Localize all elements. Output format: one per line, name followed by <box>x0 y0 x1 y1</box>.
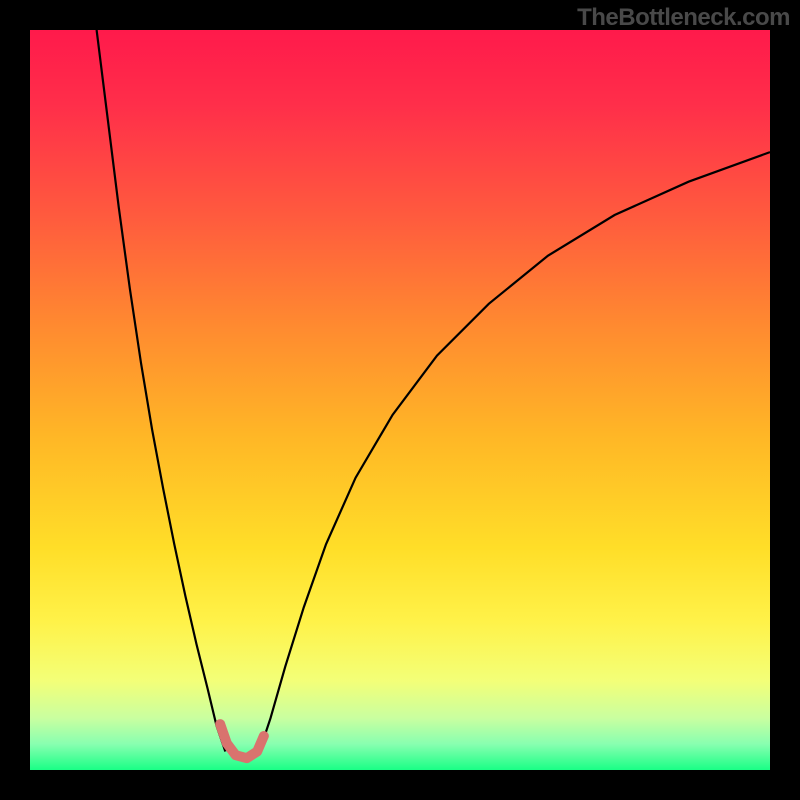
chart-frame: TheBottleneck.com <box>0 0 800 800</box>
gradient-background <box>30 30 770 770</box>
watermark-text: TheBottleneck.com <box>577 4 790 32</box>
plot-area <box>30 30 770 770</box>
plot-svg <box>30 30 770 770</box>
